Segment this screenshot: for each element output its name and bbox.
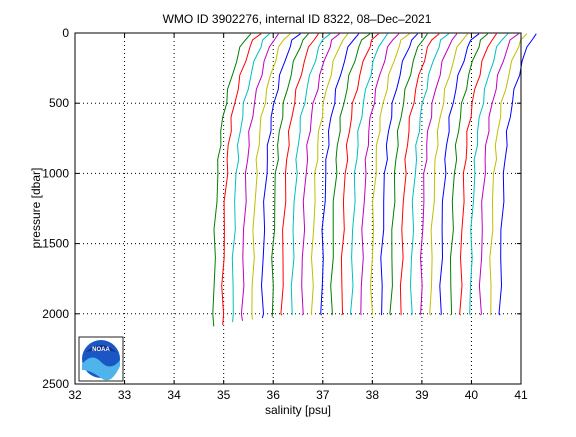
y-tick-labels: 0 500 1000 1500 2000 2500 <box>42 26 69 391</box>
salinity-profile-line <box>449 33 489 316</box>
salinity-profile-line <box>231 33 270 323</box>
x-tick-label: 33 <box>118 388 132 402</box>
salinity-profile-line <box>290 33 331 316</box>
salinity-profile-line <box>409 33 450 316</box>
salinity-profile-line <box>349 33 388 316</box>
noaa-logo: NOAA <box>78 336 124 382</box>
chart-title: WMO ID 3902276, internal ID 8322, 08–Dec… <box>163 12 432 26</box>
salinity-profile-line <box>360 33 400 316</box>
salinity-profile-line <box>439 33 480 316</box>
salinity-profile-line <box>260 33 301 319</box>
salinity-profile-line <box>498 33 537 316</box>
salinity-profile-line <box>389 33 428 316</box>
salinity-profile-line <box>271 33 309 317</box>
x-tick-label: 35 <box>217 388 231 402</box>
x-axis-label: salinity [psu] <box>265 403 331 417</box>
salinity-profile-line <box>380 33 419 316</box>
salinity-profile-line <box>212 33 252 327</box>
y-tick-label: 0 <box>62 26 69 40</box>
salinity-profile-line <box>340 33 379 316</box>
salinity-profile-line <box>330 33 371 316</box>
salinity-profile-line <box>310 33 349 316</box>
salinity-profile-line <box>240 33 279 321</box>
salinity-profile-line <box>221 33 262 326</box>
x-tick-label: 39 <box>415 388 429 402</box>
salinity-profile-line <box>320 33 360 316</box>
y-axis-label: pressure [dbar] <box>29 168 43 249</box>
salinity-profile-line <box>251 33 291 320</box>
x-tick-label: 40 <box>465 388 479 402</box>
x-tick-labels: 32 33 34 35 36 37 38 39 40 41 <box>68 388 528 402</box>
x-tick-label: 32 <box>68 388 82 402</box>
noaa-wave-icon <box>82 357 120 381</box>
salinity-profile-line <box>419 33 458 316</box>
salinity-profile-line <box>280 33 319 316</box>
salinity-profile-line <box>369 33 410 316</box>
noaa-logo-text: NOAA <box>92 347 110 353</box>
x-tick-label: 37 <box>316 388 330 402</box>
y-tick-label: 500 <box>49 96 69 110</box>
salinity-profile-line <box>459 33 497 316</box>
x-tick-label: 38 <box>366 388 380 402</box>
x-tick-label: 41 <box>514 388 528 402</box>
noaa-bird-icon <box>86 345 116 352</box>
series-group <box>212 33 537 327</box>
y-tick-label: 2000 <box>42 307 69 321</box>
axis-ticks <box>74 32 522 385</box>
y-tick-label: 1500 <box>42 237 69 251</box>
salinity-profile-line <box>469 33 509 316</box>
salinity-profile-line <box>399 33 440 316</box>
y-tick-label: 1000 <box>42 166 69 180</box>
plot-frame <box>74 32 522 385</box>
salinity-profile-line <box>429 33 468 316</box>
salinity-profile-line <box>301 33 340 316</box>
salinity-profile-line <box>489 33 528 316</box>
y-tick-label: 2500 <box>42 377 69 391</box>
x-tick-label: 36 <box>267 388 281 402</box>
x-tick-label: 34 <box>167 388 181 402</box>
grid <box>75 33 521 384</box>
salinity-profile-line <box>478 33 519 316</box>
